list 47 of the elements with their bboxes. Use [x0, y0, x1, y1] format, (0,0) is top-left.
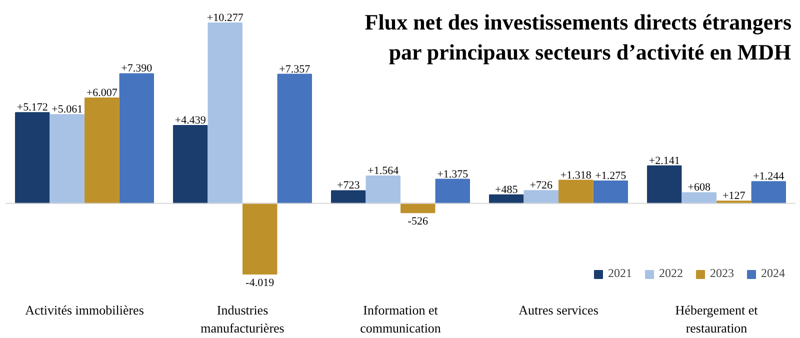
x-tick-label: Industries manufacturières	[200, 302, 284, 336]
data-label: -526	[408, 216, 428, 228]
bar	[366, 175, 400, 204]
x-tick-label: Information et communication	[360, 302, 442, 336]
legend-label: 2021	[608, 266, 632, 281]
data-label: +1.244	[753, 170, 785, 183]
data-label: +10.277	[206, 12, 244, 24]
bar	[15, 112, 50, 204]
x-tick-label: Hébergement et restauration	[675, 302, 758, 336]
bar	[331, 190, 366, 204]
bar	[524, 190, 558, 204]
data-label: +485	[495, 184, 518, 196]
bar	[119, 73, 154, 204]
data-label: +1.375	[437, 168, 469, 180]
bar	[208, 22, 242, 204]
legend-label: 2024	[761, 266, 785, 281]
data-label: +726	[530, 180, 553, 192]
bar	[751, 181, 786, 204]
chart-title: Flux net des investissements directs étrangers par principaux secteurs d’activité en MDH	[364, 10, 792, 64]
data-label: -4.019	[246, 276, 275, 289]
bar	[558, 180, 594, 204]
bar	[173, 125, 208, 204]
data-label: +1.564	[368, 164, 400, 177]
data-label: +6.007	[86, 86, 118, 99]
data-label: +608	[688, 182, 711, 194]
bar	[50, 114, 84, 204]
legend-label: 2022	[659, 266, 683, 281]
data-label: +127	[722, 190, 746, 202]
data-label: +4.439	[174, 114, 206, 127]
x-tick-label: Autres services	[518, 302, 598, 318]
data-label: +723	[337, 180, 360, 192]
data-label: +5.172	[16, 102, 48, 114]
bar	[435, 178, 470, 204]
bar	[682, 192, 716, 204]
bar	[242, 202, 278, 274]
data-label: +1.275	[595, 170, 627, 182]
x-tick-label: Activités immobilières	[25, 302, 144, 318]
bar	[84, 97, 120, 204]
bar	[277, 74, 312, 204]
data-label: +7.390	[121, 62, 153, 75]
data-label: +5.061	[52, 104, 83, 116]
data-label: +1.318	[560, 169, 592, 182]
data-label: +2.141	[648, 154, 680, 167]
data-label: +7.357	[279, 63, 311, 76]
bar	[647, 165, 682, 204]
bar	[593, 180, 628, 204]
legend-label: 2023	[710, 266, 734, 281]
